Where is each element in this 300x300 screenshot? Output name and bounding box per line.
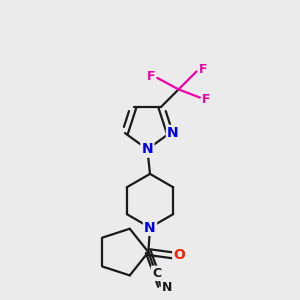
Text: N: N bbox=[142, 142, 153, 156]
Text: F: F bbox=[202, 93, 211, 106]
Text: C: C bbox=[152, 267, 161, 280]
Text: F: F bbox=[199, 63, 207, 76]
Text: F: F bbox=[146, 70, 155, 83]
Text: N: N bbox=[144, 220, 156, 235]
Text: N: N bbox=[167, 126, 179, 140]
Text: N: N bbox=[162, 281, 172, 294]
Text: O: O bbox=[173, 248, 185, 262]
